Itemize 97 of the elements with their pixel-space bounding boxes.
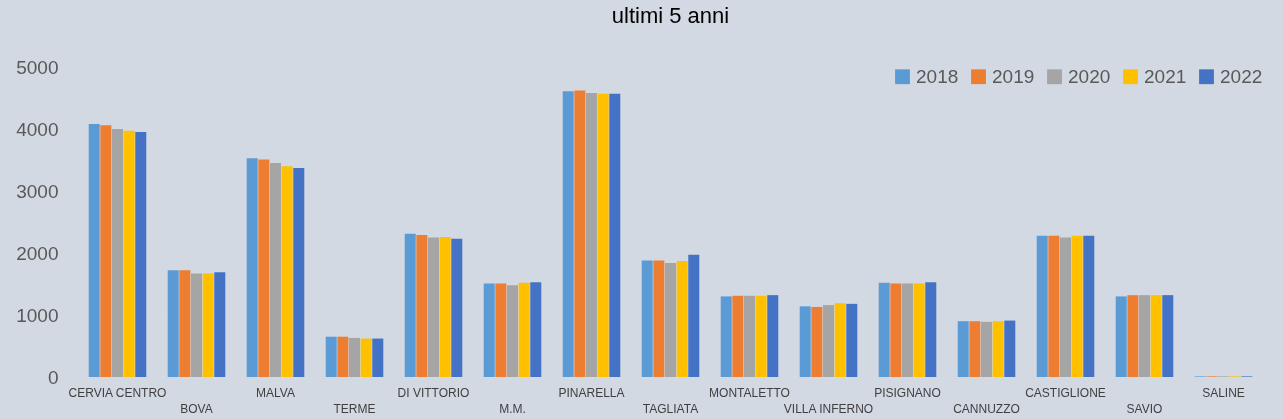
y-tick-label: 3000 [16, 180, 59, 202]
bar [416, 235, 428, 377]
bar [1139, 295, 1150, 377]
bar [214, 272, 226, 377]
bar [1150, 295, 1162, 377]
chart-title: ultimi 5 anni [611, 3, 730, 28]
bar [1083, 235, 1095, 377]
x-tick-label: MONTALETTO [709, 385, 790, 400]
bar [755, 295, 767, 377]
bar [688, 254, 700, 377]
bar [562, 91, 574, 377]
bar [957, 321, 969, 377]
bar [483, 283, 495, 377]
bar [823, 305, 834, 377]
bar [992, 321, 1004, 377]
bar [325, 336, 337, 377]
bar [1036, 235, 1048, 377]
legend-label: 2019 [992, 65, 1035, 87]
bar [925, 282, 937, 377]
bar [1048, 235, 1060, 377]
bar [913, 283, 925, 377]
x-tick-label: TAGLIATA [642, 401, 699, 416]
bar [744, 295, 755, 377]
bar [834, 303, 846, 377]
bar [179, 270, 191, 377]
bar [609, 93, 621, 377]
bar [574, 90, 586, 377]
bar [530, 282, 542, 377]
y-tick-label: 2000 [16, 242, 59, 264]
bar [495, 283, 507, 377]
bar [439, 236, 451, 377]
bar [586, 93, 597, 377]
x-tick-label: SALINE [1202, 385, 1245, 400]
bar [846, 303, 858, 377]
bar [811, 306, 823, 377]
bar [349, 337, 360, 377]
bar [890, 283, 902, 377]
bar [360, 338, 372, 377]
bar [902, 283, 913, 377]
bar [1115, 296, 1127, 377]
bar [676, 261, 688, 377]
bar [293, 168, 305, 377]
bar [597, 93, 609, 377]
bar [665, 262, 676, 377]
bar [641, 260, 653, 377]
x-tick-label: M.M. [499, 401, 526, 416]
bar [372, 338, 384, 377]
bar [969, 321, 981, 377]
legend-label: 2021 [1144, 65, 1187, 87]
bar [878, 282, 890, 377]
bar [451, 238, 463, 377]
x-tick-label: DI VITTORIO [397, 385, 470, 400]
bar [337, 336, 349, 377]
legend-label: 2022 [1220, 65, 1263, 87]
x-tick-label: BOVA [180, 401, 213, 416]
bar [167, 270, 179, 377]
bar [270, 163, 281, 377]
x-tick-label: CASTIGLIONE [1025, 385, 1106, 400]
y-tick-label: 0 [47, 366, 59, 388]
bar [1004, 320, 1016, 377]
bar [404, 233, 416, 377]
bar [732, 295, 744, 377]
x-tick-label: CANNUZZO [953, 401, 1020, 416]
bar [1127, 295, 1139, 377]
bar [1060, 237, 1071, 377]
bar [799, 306, 811, 377]
bar [1162, 295, 1174, 377]
legend-label: 2020 [1068, 65, 1111, 87]
bar [135, 132, 147, 377]
bar [191, 273, 202, 377]
y-tick-label: 1000 [16, 304, 59, 326]
bar [100, 125, 112, 377]
bar [123, 130, 135, 377]
bar [981, 321, 992, 377]
bar [246, 158, 258, 377]
bar [88, 124, 100, 377]
bar [653, 260, 665, 377]
x-tick-label: PINARELLA [558, 385, 625, 400]
bar [720, 296, 732, 377]
bar [518, 282, 530, 377]
bar [258, 159, 270, 377]
bar [428, 237, 439, 377]
bar [1071, 235, 1083, 377]
legend-label: 2018 [916, 65, 959, 87]
x-tick-label: MALVA [256, 385, 295, 400]
x-tick-label: SAVIO [1126, 401, 1163, 416]
bar [281, 166, 293, 377]
bar [507, 285, 518, 377]
y-tick-label: 4000 [16, 118, 59, 140]
x-tick-label: VILLA INFERNO [783, 401, 874, 416]
x-tick-label: PISIGNANO [874, 385, 941, 400]
y-tick-label: 5000 [16, 56, 59, 78]
bar [767, 295, 779, 377]
bar [112, 129, 123, 377]
bar [202, 273, 214, 377]
x-tick-label: CERVIA CENTRO [68, 385, 167, 400]
x-tick-label: TERME [333, 401, 376, 416]
